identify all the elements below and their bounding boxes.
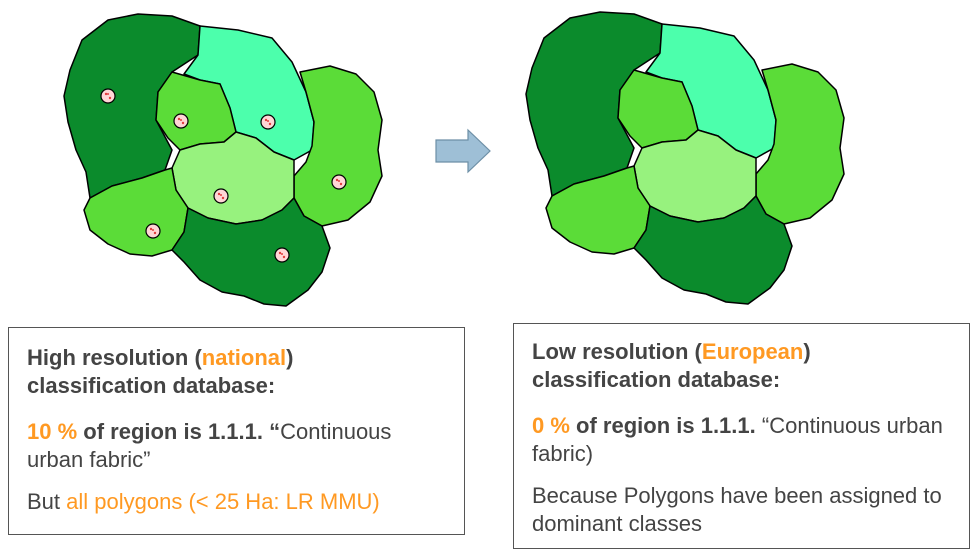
polygon-mid-east xyxy=(755,63,845,225)
polygon-dark-nw xyxy=(63,13,201,199)
low-resolution-map xyxy=(525,11,845,305)
caption-title: Low resolution (European) classification… xyxy=(532,339,811,392)
caption-note: But all polygons (< 25 Ha: LR MMU) xyxy=(27,489,380,514)
right-arrow-icon xyxy=(435,128,491,174)
polygon-dark-south xyxy=(633,195,793,305)
polygon-mid-east xyxy=(293,65,383,227)
caption-title: High resolution (national) classificatio… xyxy=(27,345,294,398)
polygon-dark-nw xyxy=(525,11,663,197)
low-resolution-caption: Low resolution (European) classification… xyxy=(513,323,970,549)
high-resolution-map xyxy=(63,13,383,307)
urban-patch xyxy=(100,88,116,104)
high-resolution-caption: High resolution (national) classificatio… xyxy=(8,327,465,535)
polygon-dark-south xyxy=(171,197,331,307)
caption-stat: 0 % of region is 1.1.1. “Continuous urba… xyxy=(532,413,943,466)
caption-stat: 10 % of region is 1.1.1. “Continuous urb… xyxy=(27,419,392,472)
caption-note: Because Polygons have been assigned to d… xyxy=(532,483,942,536)
